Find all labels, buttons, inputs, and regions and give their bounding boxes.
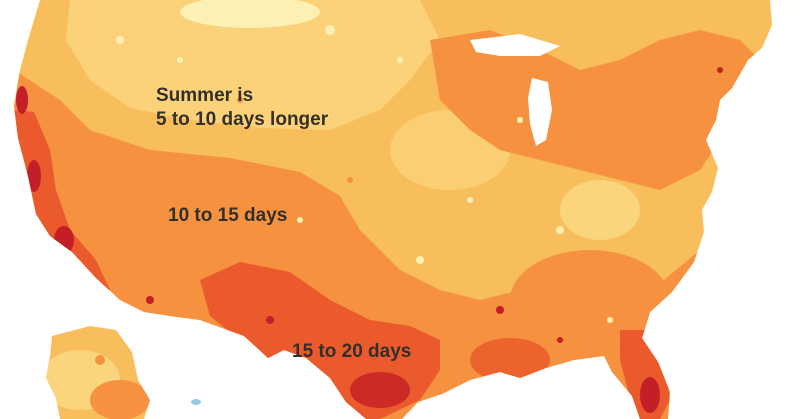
strong-zone-california [14,110,110,290]
strong-zone-gulf [470,338,550,382]
alaska [46,326,150,419]
lake-michigan [528,78,552,146]
label-10-to-15-days: 10 to 15 days [168,205,288,226]
darkest-spot-miami [640,377,660,413]
mid-zone-southeast [510,250,670,350]
label-line-summer-is: Summer is [156,85,254,106]
label-5-to-10-days: Summer is 5 to 10 days longer [156,84,328,132]
light-zone-north [66,0,440,130]
light-zone-east [560,180,640,240]
label-15-to-20-days: 15 to 20 days [292,341,412,362]
mid-zone-northeast [430,30,760,190]
hawaii-water [191,399,201,405]
darkest-spot-la [54,226,74,254]
darkest-spot-texas [350,372,410,408]
speckles [116,25,723,343]
lightest-zone [180,0,320,28]
label-line-5-to-10: 5 to 10 days longer [156,109,329,130]
darkest-spot-sf [27,160,41,192]
lake-superior [470,34,560,56]
darkest-spot-oregon [16,86,28,114]
